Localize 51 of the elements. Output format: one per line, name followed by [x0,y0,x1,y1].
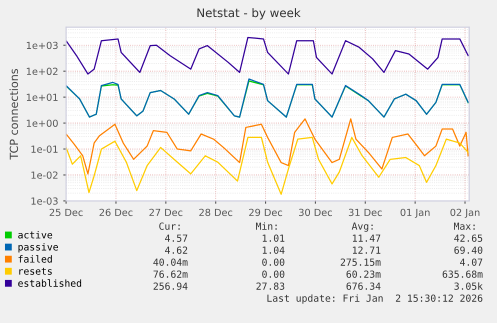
legend-label: failed [18,255,52,263]
x-tick-label: 28 Dec [199,208,232,216]
y-tick-label: 1e-02 [31,171,58,179]
x-tick-label: 01 Jan [400,208,430,218]
legend-label: resets [19,268,52,275]
x-tick-label: 29 Dec [249,208,282,216]
text: 12.71 [352,246,380,254]
y-tick-label: 1e-03 [31,197,58,205]
line-series [66,118,469,175]
text: 76.62m [154,270,188,278]
x-tick-label: 02 Jan [450,208,480,218]
text: 275.15m [340,258,381,266]
text: 69.40 [454,246,482,254]
text: 4.07 [460,258,482,266]
text: 4.57 [165,234,188,242]
text: Min: [256,222,277,230]
x-tick-label: 30 Dec [299,208,332,216]
text: 676.34 [346,282,381,290]
legend-label: passive [18,243,58,252]
x-tick-label: 25 Dec [50,208,83,216]
text: 42.65 [454,234,482,242]
text: 27.83 [256,282,284,290]
text: 40.04m [153,258,188,266]
y-axis-title: TCP connections [9,68,18,160]
text: Avg: [352,222,373,232]
text: 0.00 [262,258,284,266]
text: Last update: Fri Jan 2 15:30:12 2026 [267,294,482,304]
chart-title: Netstat - by week [197,8,301,20]
y-tick-label: 1e+02 [26,68,58,76]
text: 635.68m [442,270,483,278]
text: Cur: [159,222,180,230]
text: 1.04 [262,246,285,254]
y-tick-label: 1e+03 [26,42,58,50]
y-tick-label: 1e+01 [26,94,58,101]
line-series [66,36,469,75]
text: 1.01 [262,234,284,242]
legend-label: active [18,230,52,239]
x-tick-label: 27 Dec [149,208,182,216]
x-tick-label: 31 Dec [348,208,382,216]
legend-label: established [18,279,82,287]
text: Max: [454,222,475,230]
x-tick-label: 26 Dec [100,208,132,216]
y-tick-label: 1e+00 [26,120,58,127]
line-series [66,136,469,195]
text: 4.62 [165,246,188,254]
text: 60.23m [346,270,381,278]
text: 0.00 [262,270,284,278]
text: 256.94 [154,282,188,290]
y-tick-label: 1e-01 [31,146,58,153]
text: 3.05k [454,282,483,290]
text: 11.47 [352,234,380,242]
